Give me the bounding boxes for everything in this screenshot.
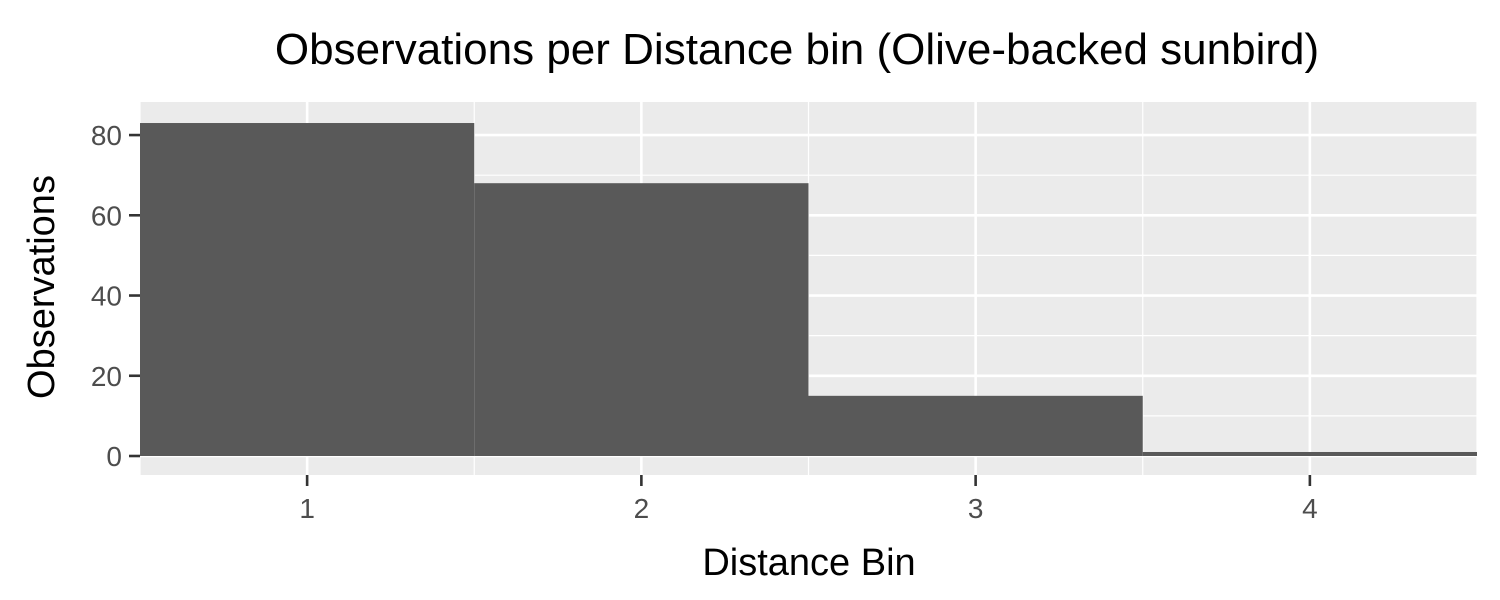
bar-3 bbox=[808, 395, 1143, 456]
y-axis: 0 20 40 60 80 bbox=[91, 120, 140, 472]
x-tick-label: 3 bbox=[968, 493, 984, 524]
x-axis-title: Distance Bin bbox=[702, 542, 915, 584]
y-tick-label: 80 bbox=[91, 120, 122, 151]
x-tick-label: 4 bbox=[1302, 493, 1318, 524]
x-tick-label: 1 bbox=[299, 493, 315, 524]
x-axis: 1 2 3 4 bbox=[299, 475, 1318, 524]
y-axis-title: Observations bbox=[21, 175, 63, 399]
bar-4 bbox=[1142, 451, 1477, 456]
bars bbox=[140, 123, 1477, 456]
y-tick-label: 60 bbox=[91, 200, 122, 231]
x-tick-label: 2 bbox=[634, 493, 650, 524]
bar-1 bbox=[140, 123, 475, 456]
y-tick-label: 0 bbox=[106, 441, 122, 472]
y-tick-label: 40 bbox=[91, 281, 122, 312]
y-tick-label: 20 bbox=[91, 361, 122, 392]
bar-2 bbox=[474, 183, 809, 456]
chart-title: Observations per Distance bin (Olive-bac… bbox=[275, 25, 1319, 74]
